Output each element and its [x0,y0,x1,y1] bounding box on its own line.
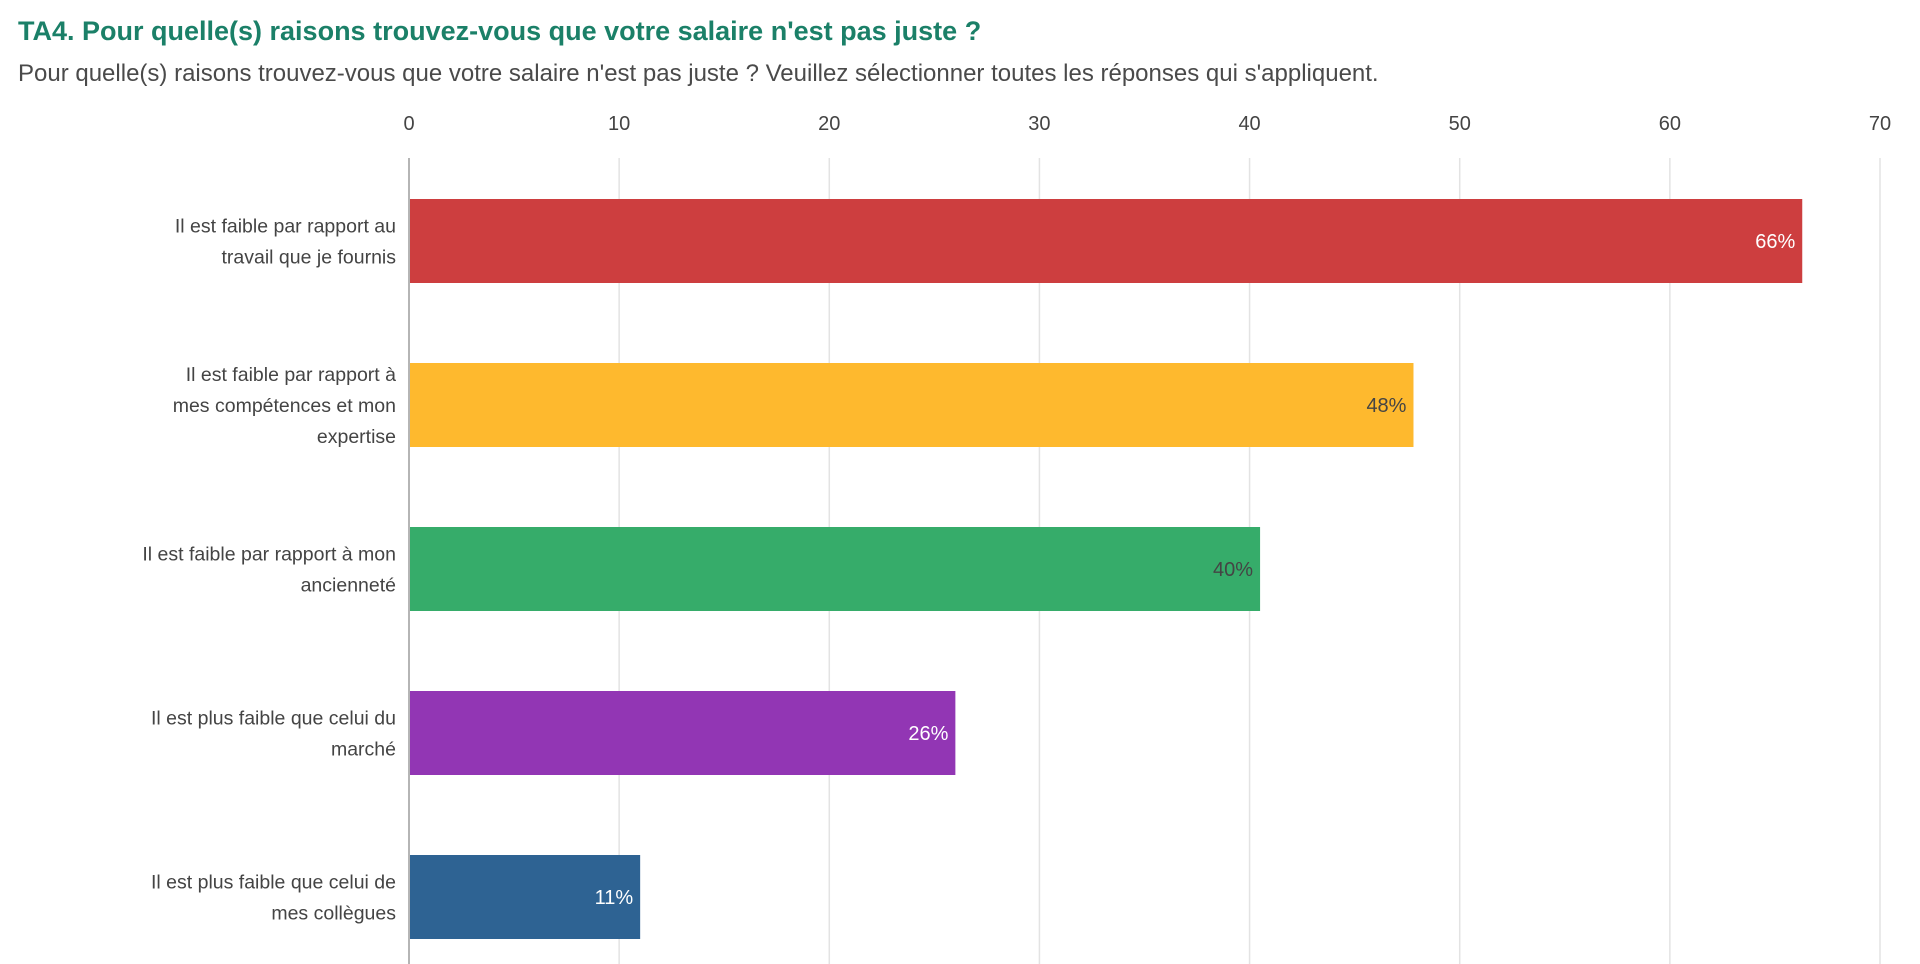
category-label: mes compétences et mon [173,395,396,417]
category-label: ancienneté [301,575,396,597]
data-label: 26% [908,723,948,745]
data-label: 48% [1366,395,1406,417]
category-label: Il est faible par rapport à mon [142,544,396,566]
bars: 66% 48% 40% 26% 11% [409,199,1803,939]
x-tick-label: 40 [1238,113,1260,135]
chart-title: TA4. Pour quelle(s) raisons trouvez-vous… [18,16,982,46]
category-label: travail que je fournis [221,247,396,269]
x-tick-label: 20 [818,113,840,135]
category-label: Il est plus faible que celui du [151,708,396,730]
x-tick-label: 10 [608,113,630,135]
category-label: Il est faible par rapport au [175,216,396,238]
category-label: Il est plus faible que celui de [151,872,396,894]
data-label: 11% [595,887,634,909]
data-label: 40% [1213,559,1253,581]
x-tick-label: 30 [1028,113,1050,135]
category-labels: Il est faible par rapport au travail que … [142,216,396,925]
x-tick-label: 0 [403,113,414,135]
bar [409,691,956,775]
category-label: marché [331,739,396,761]
x-tick-label: 60 [1659,113,1681,135]
data-label: 66% [1755,231,1795,253]
category-label: expertise [317,426,396,448]
category-label: mes collègues [271,903,396,925]
x-axis-ticks: 0 10 20 30 40 50 60 70 [403,113,1891,135]
x-tick-label: 50 [1449,113,1471,135]
bar [409,527,1261,611]
bar [409,199,1803,283]
bar [409,855,641,939]
bar [409,363,1414,447]
category-label: Il est faible par rapport à [186,364,396,386]
x-tick-label: 70 [1869,113,1891,135]
chart-subtitle: Pour quelle(s) raisons trouvez-vous que … [18,60,1379,87]
